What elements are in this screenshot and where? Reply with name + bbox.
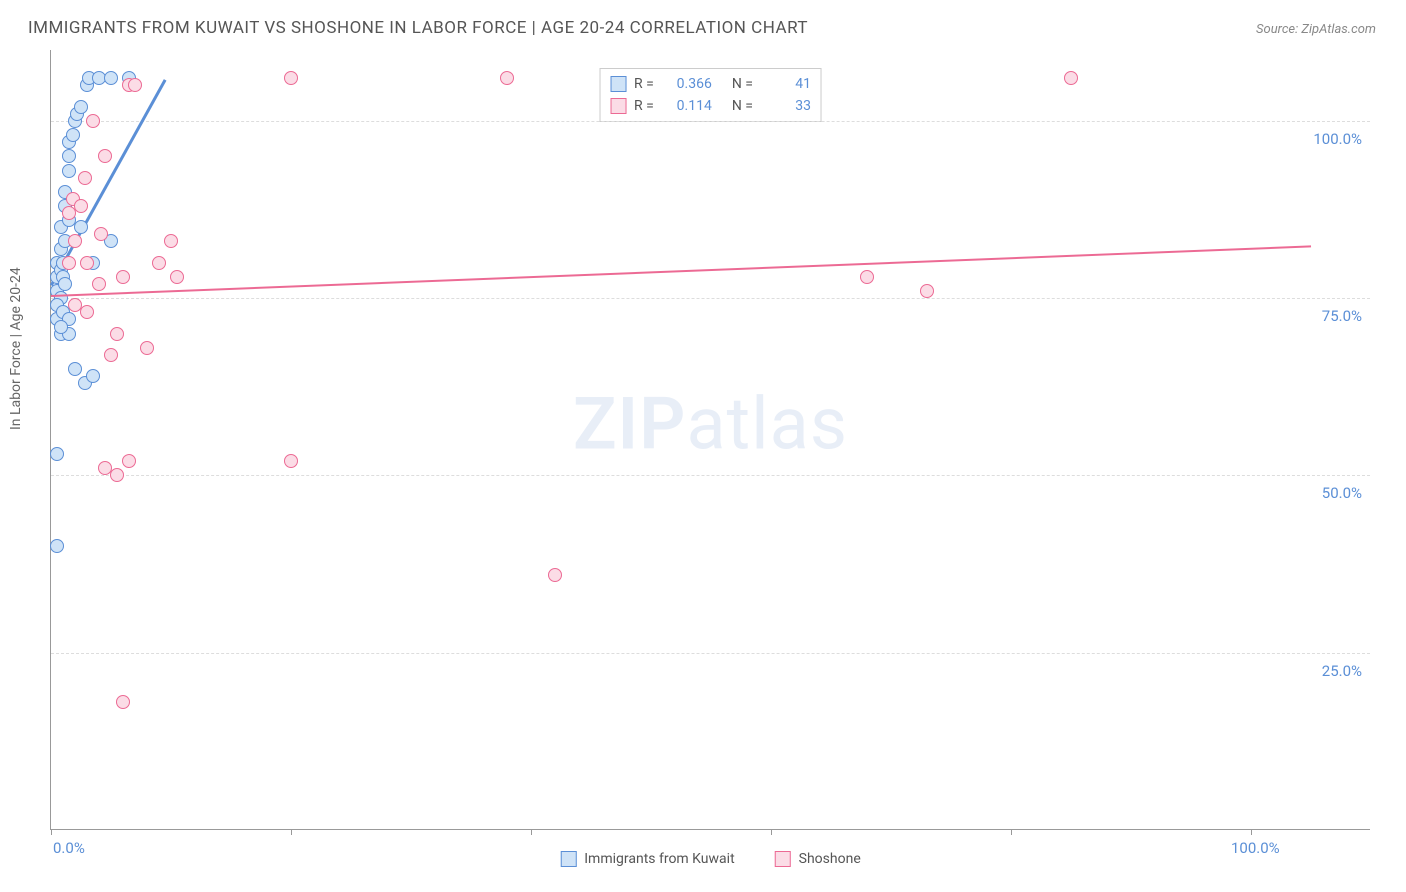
x-tick [771,829,772,835]
data-point [62,164,76,178]
data-point [104,71,118,85]
legend-label: Shoshone [799,851,861,867]
data-point [116,695,130,709]
data-point [80,305,94,319]
data-point [920,284,934,298]
gridline [51,475,1370,476]
legend-item: Immigrants from Kuwait [560,851,734,867]
x-tick-label: 0.0% [53,839,85,857]
legend-row: R = 0.366 N = 41 [610,73,811,95]
data-point [86,369,100,383]
data-point [128,78,142,92]
legend-item: Shoshone [775,851,861,867]
source-attribution: Source: ZipAtlas.com [1256,22,1376,37]
y-tick-label: 50.0% [1322,484,1362,502]
legend-r-value: 0.366 [662,73,712,95]
data-point [50,539,64,553]
y-tick-label: 100.0% [1313,130,1362,148]
data-point [104,348,118,362]
data-point [110,468,124,482]
x-tick-label: 100.0% [1231,839,1280,857]
legend-n-label: N = [732,73,753,95]
data-point [1064,71,1078,85]
data-point [94,227,108,241]
data-point [122,454,136,468]
legend-r-label: R = [634,73,654,95]
data-point [116,270,130,284]
series-legend: Immigrants from Kuwait Shoshone [560,851,861,867]
data-point [92,277,106,291]
legend-swatch [610,76,626,92]
data-point [78,171,92,185]
data-point [80,256,94,270]
data-point [86,114,100,128]
legend-row: R = 0.114 N = 33 [610,95,811,117]
legend-n-label: N = [732,95,753,117]
data-point [66,128,80,142]
data-point [74,199,88,213]
data-point [860,270,874,284]
data-point [164,234,178,248]
watermark-bold: ZIP [573,381,686,466]
y-axis-label: In Labor Force | Age 20-24 [8,267,24,430]
trend-line [51,245,1311,297]
legend-swatch [610,98,626,114]
legend-swatch [775,851,791,867]
data-point [284,71,298,85]
gridline [51,298,1370,299]
watermark: ZIPatlas [573,381,848,466]
data-point [170,270,184,284]
legend-label: Immigrants from Kuwait [584,851,734,867]
data-point [74,100,88,114]
data-point [500,71,514,85]
data-point [68,362,82,376]
data-point [548,568,562,582]
legend-swatch [560,851,576,867]
data-point [54,320,68,334]
x-tick [531,829,532,835]
x-tick [291,829,292,835]
correlation-legend: R = 0.366 N = 41 R = 0.114 N = 33 [599,68,822,122]
data-point [68,234,82,248]
data-point [98,149,112,163]
legend-r-label: R = [634,95,654,117]
data-point [110,327,124,341]
y-tick-label: 25.0% [1322,662,1362,680]
x-tick [1251,829,1252,835]
data-point [74,220,88,234]
watermark-light: atlas [686,381,848,466]
x-tick [1011,829,1012,835]
gridline [51,121,1370,122]
gridline [51,653,1370,654]
legend-r-value: 0.114 [662,95,712,117]
data-point [50,447,64,461]
data-point [62,149,76,163]
data-point [152,256,166,270]
data-point [62,256,76,270]
data-point [284,454,298,468]
chart-title: IMMIGRANTS FROM KUWAIT VS SHOSHONE IN LA… [28,18,808,38]
data-point [58,277,72,291]
data-point [140,341,154,355]
x-tick [51,829,52,835]
chart-plot-area: ZIPatlas R =0.366N =41R =0.114N =33 Immi… [50,50,1370,830]
legend-n-value: 41 [761,73,811,95]
y-tick-label: 75.0% [1322,307,1362,325]
legend-n-value: 33 [761,95,811,117]
